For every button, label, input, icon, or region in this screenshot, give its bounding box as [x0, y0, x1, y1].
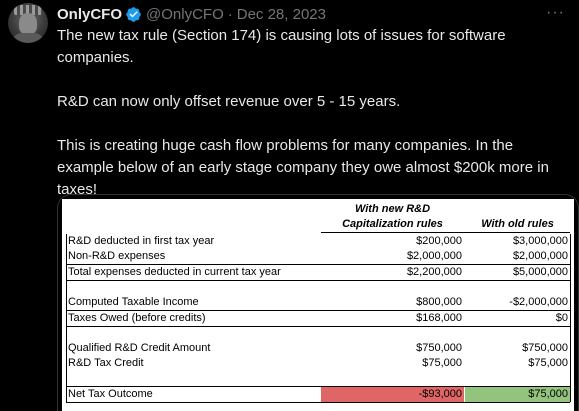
- value-new: $200,000: [416, 235, 462, 247]
- col-header-old: With old rules: [481, 218, 554, 230]
- row-label: Taxes Owed (before credits): [68, 312, 206, 324]
- tweet-text: The new tax rule (Section 174) is causin…: [57, 25, 562, 201]
- shoulders-shape: [12, 33, 44, 43]
- col-header-new-line1: With new R&D: [354, 203, 431, 215]
- row-label: Computed Taxable Income: [68, 296, 199, 308]
- value-old: $750,000: [522, 342, 568, 354]
- row-label: Net Tax Outcome: [68, 388, 153, 400]
- tweet-paragraph: This is creating huge cash flow problems…: [57, 137, 549, 198]
- value-old: $5,000,000: [512, 266, 568, 278]
- table-row: Computed Taxable Income $800,000 -$2,000…: [66, 295, 570, 310]
- user-handle[interactable]: @OnlyCFO: [146, 5, 224, 23]
- tweet-image[interactable]: With new R&D Capitalization rules With o…: [57, 194, 579, 411]
- table-row: R&D deducted in first tax year $200,000 …: [66, 234, 570, 249]
- row-label: Non-R&D expenses: [68, 250, 166, 262]
- row-label: Total expenses deducted in current tax y…: [68, 266, 281, 278]
- tweet-paragraph: The new tax rule (Section 174) is causin…: [57, 27, 506, 66]
- spreadsheet-table: With new R&D Capitalization rules With o…: [62, 199, 574, 411]
- row-label: R&D deducted in first tax year: [68, 235, 215, 247]
- display-name[interactable]: OnlyCFO: [57, 5, 123, 23]
- tweet-header: OnlyCFO @OnlyCFO · Dec 28, 2023: [57, 4, 539, 24]
- tweet-date[interactable]: Dec 28, 2023: [236, 5, 326, 23]
- table-row: R&D Tax Credit $75,000 $75,000: [66, 356, 570, 371]
- face-shape: [19, 13, 37, 35]
- crown-shape: [14, 5, 42, 15]
- table-left-border: [66, 234, 67, 402]
- table-row-net: Net Tax Outcome -$93,000 $75,000: [66, 386, 570, 403]
- tweet-paragraph: R&D can now only offset revenue over 5 -…: [57, 93, 401, 110]
- value-old-positive: $75,000: [465, 387, 570, 402]
- value-new: $75,000: [422, 357, 462, 369]
- table-row: Non-R&D expenses $2,000,000 $2,000,000: [66, 249, 570, 264]
- table-row: Qualified R&D Credit Amount $750,000 $75…: [66, 341, 570, 356]
- col-header-new-line2: Capitalization rules: [342, 218, 443, 230]
- value-new: $2,200,000: [406, 266, 462, 278]
- value-new: $2,000,000: [406, 250, 462, 262]
- header-underline: [321, 232, 570, 233]
- value-new: $800,000: [416, 296, 462, 308]
- value-old: $3,000,000: [512, 235, 568, 247]
- more-options-icon[interactable]: ···: [546, 4, 565, 21]
- avatar[interactable]: [8, 3, 48, 43]
- value-old: $75,000: [528, 357, 568, 369]
- verified-badge-icon: [125, 6, 142, 23]
- separator-dot: ·: [227, 5, 233, 23]
- row-label: Qualified R&D Credit Amount: [68, 342, 211, 354]
- value-new: $168,000: [416, 312, 462, 324]
- value-new: $750,000: [416, 342, 462, 354]
- row-label: R&D Tax Credit: [68, 357, 144, 369]
- table-row: Taxes Owed (before credits) $168,000 $0: [66, 310, 570, 327]
- value-old: $2,000,000: [512, 250, 568, 262]
- table-right-border: [570, 234, 571, 402]
- value-old: $0: [555, 312, 568, 324]
- value-new-negative: -$93,000: [321, 387, 464, 402]
- value-old: -$2,000,000: [509, 296, 568, 308]
- table-row: Total expenses deducted in current tax y…: [66, 264, 570, 281]
